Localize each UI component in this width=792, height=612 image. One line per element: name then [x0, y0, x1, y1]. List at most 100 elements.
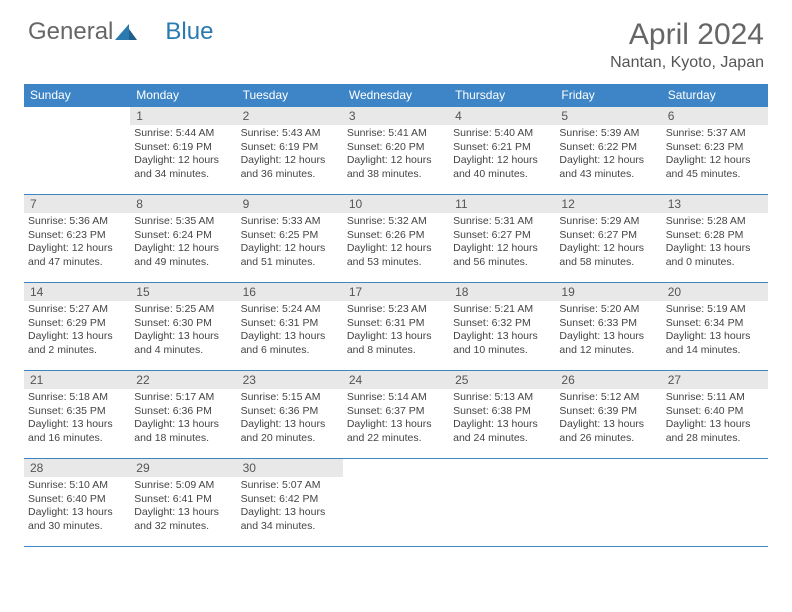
- calendar-cell: [449, 458, 555, 546]
- calendar-cell: 5Sunrise: 5:39 AMSunset: 6:22 PMDaylight…: [555, 106, 661, 194]
- calendar-row: 7Sunrise: 5:36 AMSunset: 6:23 PMDaylight…: [24, 194, 768, 282]
- day-number: 8: [130, 194, 236, 213]
- sunset-line: Sunset: 6:25 PM: [241, 229, 339, 243]
- calendar-cell: 1Sunrise: 5:44 AMSunset: 6:19 PMDaylight…: [130, 106, 236, 194]
- sunrise-line: Sunrise: 5:27 AM: [28, 303, 126, 317]
- calendar-cell: 14Sunrise: 5:27 AMSunset: 6:29 PMDayligh…: [24, 282, 130, 370]
- day-number: 27: [662, 370, 768, 389]
- day-details: Sunrise: 5:31 AMSunset: 6:27 PMDaylight:…: [449, 213, 555, 274]
- day-details: Sunrise: 5:23 AMSunset: 6:31 PMDaylight:…: [343, 301, 449, 362]
- weekday-header: Monday: [130, 84, 236, 106]
- day-details: Sunrise: 5:32 AMSunset: 6:26 PMDaylight:…: [343, 213, 449, 274]
- calendar-cell: 4Sunrise: 5:40 AMSunset: 6:21 PMDaylight…: [449, 106, 555, 194]
- daylight-line: Daylight: 12 hours and 45 minutes.: [666, 154, 764, 181]
- daylight-line: Daylight: 13 hours and 18 minutes.: [134, 418, 232, 445]
- calendar-cell: 16Sunrise: 5:24 AMSunset: 6:31 PMDayligh…: [237, 282, 343, 370]
- daylight-line: Daylight: 12 hours and 40 minutes.: [453, 154, 551, 181]
- day-details: Sunrise: 5:09 AMSunset: 6:41 PMDaylight:…: [130, 477, 236, 538]
- day-details: Sunrise: 5:35 AMSunset: 6:24 PMDaylight:…: [130, 213, 236, 274]
- calendar-body: 1Sunrise: 5:44 AMSunset: 6:19 PMDaylight…: [24, 106, 768, 546]
- sunrise-line: Sunrise: 5:17 AM: [134, 391, 232, 405]
- title-block: April 2024 Nantan, Kyoto, Japan: [610, 18, 764, 72]
- daylight-line: Daylight: 12 hours and 47 minutes.: [28, 242, 126, 269]
- sunrise-line: Sunrise: 5:43 AM: [241, 127, 339, 141]
- calendar-cell: 12 Sunrise: 5:29 AMSunset: 6:27 PMDayligh…: [555, 194, 661, 282]
- weekday-header: Friday: [555, 84, 661, 106]
- sunrise-line: Sunrise: 5:29 AM: [559, 215, 657, 229]
- sunrise-line: Sunrise: 5:23 AM: [347, 303, 445, 317]
- weekday-header: Thursday: [449, 84, 555, 106]
- daylight-line: Daylight: 12 hours and 43 minutes.: [559, 154, 657, 181]
- daylight-line: Daylight: 13 hours and 28 minutes.: [666, 418, 764, 445]
- daylight-line: Daylight: 12 hours and 56 minutes.: [453, 242, 551, 269]
- day-details: Sunrise: 5:10 AMSunset: 6:40 PMDaylight:…: [24, 477, 130, 538]
- calendar-cell: 19Sunrise: 5:20 AMSunset: 6:33 PMDayligh…: [555, 282, 661, 370]
- sunrise-line: Sunrise: 5:36 AM: [28, 215, 126, 229]
- day-details: Sunrise: 5:28 AMSunset: 6:28 PMDaylight:…: [662, 213, 768, 274]
- day-number: 6: [662, 106, 768, 125]
- day-details: Sunrise: 5:12 AMSunset: 6:39 PMDaylight:…: [555, 389, 661, 450]
- sunrise-line: Sunrise: 5:41 AM: [347, 127, 445, 141]
- daylight-line: Daylight: 13 hours and 2 minutes.: [28, 330, 126, 357]
- day-number: 18: [449, 282, 555, 301]
- sunset-line: Sunset: 6:32 PM: [453, 317, 551, 331]
- sunrise-line: Sunrise: 5:31 AM: [453, 215, 551, 229]
- day-number: 22: [130, 370, 236, 389]
- calendar-cell: 2Sunrise: 5:43 AMSunset: 6:19 PMDaylight…: [237, 106, 343, 194]
- day-details: Sunrise: 5:11 AMSunset: 6:40 PMDaylight:…: [662, 389, 768, 450]
- day-details: Sunrise: 5:37 AMSunset: 6:23 PMDaylight:…: [662, 125, 768, 186]
- sunrise-line: Sunrise: 5:40 AM: [453, 127, 551, 141]
- sunset-line: Sunset: 6:31 PM: [241, 317, 339, 331]
- sunrise-line: Sunrise: 5:25 AM: [134, 303, 232, 317]
- daylight-line: Daylight: 12 hours and 58 minutes.: [559, 242, 657, 269]
- sunset-line: Sunset: 6:23 PM: [666, 141, 764, 155]
- day-number: 23: [237, 370, 343, 389]
- day-details: Sunrise: 5:20 AMSunset: 6:33 PMDaylight:…: [555, 301, 661, 362]
- daylight-line: Daylight: 13 hours and 24 minutes.: [453, 418, 551, 445]
- calendar-cell: 27Sunrise: 5:11 AMSunset: 6:40 PMDayligh…: [662, 370, 768, 458]
- calendar-cell: [555, 458, 661, 546]
- sunrise-line: Sunrise: 5:24 AM: [241, 303, 339, 317]
- sunset-line: Sunset: 6:40 PM: [666, 405, 764, 419]
- day-details: Sunrise: 5:33 AMSunset: 6:25 PMDaylight:…: [237, 213, 343, 274]
- sunrise-line: Sunrise: 5:33 AM: [241, 215, 339, 229]
- calendar-cell: 11Sunrise: 5:31 AMSunset: 6:27 PMDayligh…: [449, 194, 555, 282]
- sunrise-line: Sunrise: 5:18 AM: [28, 391, 126, 405]
- daylight-line: Daylight: 13 hours and 14 minutes.: [666, 330, 764, 357]
- day-number: 28: [24, 458, 130, 477]
- sunset-line: Sunset: 6:30 PM: [134, 317, 232, 331]
- calendar-cell: 24Sunrise: 5:14 AMSunset: 6:37 PMDayligh…: [343, 370, 449, 458]
- sunrise-line: Sunrise: 5:15 AM: [241, 391, 339, 405]
- day-details: Sunrise: 5:07 AMSunset: 6:42 PMDaylight:…: [237, 477, 343, 538]
- calendar-cell: 28Sunrise: 5:10 AMSunset: 6:40 PMDayligh…: [24, 458, 130, 546]
- sunset-line: Sunset: 6:26 PM: [347, 229, 445, 243]
- day-number: 1: [130, 106, 236, 125]
- day-details: Sunrise: 5:24 AMSunset: 6:31 PMDaylight:…: [237, 301, 343, 362]
- calendar-row: 21Sunrise: 5:18 AMSunset: 6:35 PMDayligh…: [24, 370, 768, 458]
- sunset-line: Sunset: 6:41 PM: [134, 493, 232, 507]
- empty-day: [555, 458, 661, 476]
- day-details: Sunrise: 5:27 AMSunset: 6:29 PMDaylight:…: [24, 301, 130, 362]
- logo: General Blue: [28, 18, 213, 46]
- sunrise-line: Sunrise: 5:44 AM: [134, 127, 232, 141]
- daylight-line: Daylight: 13 hours and 30 minutes.: [28, 506, 126, 533]
- sunset-line: Sunset: 6:27 PM: [559, 229, 657, 243]
- day-details: Sunrise: 5:40 AMSunset: 6:21 PMDaylight:…: [449, 125, 555, 186]
- day-number: 12: [555, 194, 661, 213]
- sunrise-line: Sunrise: 5:10 AM: [28, 479, 126, 493]
- day-number: 11: [449, 194, 555, 213]
- calendar-cell: 15Sunrise: 5:25 AMSunset: 6:30 PMDayligh…: [130, 282, 236, 370]
- calendar-cell: 21Sunrise: 5:18 AMSunset: 6:35 PMDayligh…: [24, 370, 130, 458]
- day-number: 26: [555, 370, 661, 389]
- daylight-line: Daylight: 13 hours and 4 minutes.: [134, 330, 232, 357]
- day-number: 20: [662, 282, 768, 301]
- day-number: 25: [449, 370, 555, 389]
- day-details: Sunrise: 5:17 AMSunset: 6:36 PMDaylight:…: [130, 389, 236, 450]
- calendar-cell: 20Sunrise: 5:19 AMSunset: 6:34 PMDayligh…: [662, 282, 768, 370]
- month-title: April 2024: [610, 18, 764, 52]
- calendar-cell: 13Sunrise: 5:28 AMSunset: 6:28 PMDayligh…: [662, 194, 768, 282]
- sunrise-line: Sunrise: 5:09 AM: [134, 479, 232, 493]
- daylight-line: Daylight: 13 hours and 22 minutes.: [347, 418, 445, 445]
- day-details: Sunrise: 5:25 AMSunset: 6:30 PMDaylight:…: [130, 301, 236, 362]
- daylight-line: Daylight: 13 hours and 8 minutes.: [347, 330, 445, 357]
